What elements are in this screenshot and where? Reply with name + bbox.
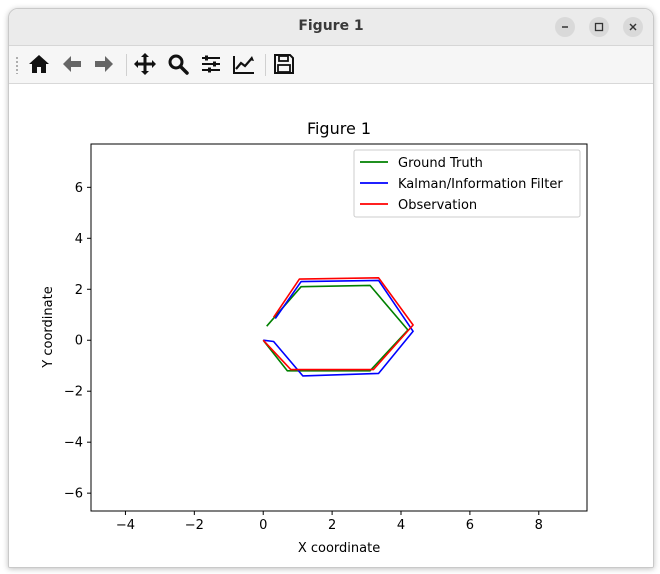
x-tick-label: 2 <box>328 518 336 533</box>
legend-box <box>353 149 581 218</box>
close-button[interactable] <box>623 17 643 37</box>
toolbar-separator <box>265 54 266 76</box>
pan-button[interactable] <box>131 51 159 77</box>
legend-label: Observation <box>398 198 477 213</box>
y-axis-label: Y coordinate <box>41 286 56 368</box>
series-lines <box>262 277 414 377</box>
y-axis: −6 −4 −2 0 2 4 6 <box>64 181 91 502</box>
toolbar-grip[interactable] <box>15 56 19 74</box>
close-icon <box>629 23 637 31</box>
x-tick-label: 4 <box>397 518 405 533</box>
y-tick-label: −2 <box>64 385 83 400</box>
x-axis-label: X coordinate <box>298 541 380 556</box>
figure-window: Figure 1 <box>8 8 654 568</box>
minimize-icon <box>562 26 568 28</box>
maximize-icon <box>594 22 604 32</box>
customize-button[interactable] <box>230 51 258 77</box>
subplots-icon <box>202 55 220 73</box>
home-icon <box>29 55 49 73</box>
legend-label: Ground Truth <box>398 156 483 171</box>
y-tick-label: 4 <box>75 232 83 247</box>
save-button[interactable] <box>270 51 298 77</box>
back-button[interactable] <box>58 51 86 77</box>
save-icon <box>274 54 294 74</box>
window-title: Figure 1 <box>298 18 364 34</box>
line-chart: Figure 1 −4 −2 0 2 4 6 8 −6 −4 −2 0 2 4 6 X coordina… <box>41 119 588 556</box>
chart-title: Figure 1 <box>307 119 371 138</box>
series-line-2 <box>262 277 414 371</box>
title-bar: Figure 1 <box>9 9 653 46</box>
forward-button[interactable] <box>90 51 118 77</box>
customize-icon <box>233 56 254 74</box>
x-tick-label: −4 <box>116 518 135 533</box>
back-arrow-icon <box>63 56 81 72</box>
minimize-button[interactable] <box>555 17 575 37</box>
x-tick-label: 8 <box>535 518 543 533</box>
x-tick-label: −2 <box>185 518 204 533</box>
x-tick-label: 6 <box>466 518 474 533</box>
y-tick-label: −4 <box>64 436 83 451</box>
legend-label: Kalman/Information Filter <box>398 177 563 192</box>
series-line-1 <box>263 279 414 377</box>
navigation-toolbar <box>9 46 653 84</box>
y-tick-label: 2 <box>75 283 83 298</box>
maximize-button[interactable] <box>589 17 609 37</box>
x-axis: −4 −2 0 2 4 6 8 <box>116 511 543 533</box>
y-tick-label: −6 <box>64 487 83 502</box>
y-tick-label: 6 <box>75 181 83 196</box>
toolbar-separator <box>126 54 127 76</box>
subplots-button[interactable] <box>197 51 225 77</box>
legend: Ground Truth Kalman/Information Filter Obs… <box>353 149 581 218</box>
x-tick-label: 0 <box>259 518 267 533</box>
zoom-icon <box>168 54 189 75</box>
y-tick-label: 0 <box>75 334 83 349</box>
forward-arrow-icon <box>95 56 113 72</box>
pan-icon <box>134 53 156 75</box>
home-button[interactable] <box>25 51 53 77</box>
figure-canvas[interactable]: Figure 1 −4 −2 0 2 4 6 8 −6 −4 −2 0 2 4 6 X coordina… <box>9 84 653 567</box>
zoom-button[interactable] <box>164 51 192 77</box>
